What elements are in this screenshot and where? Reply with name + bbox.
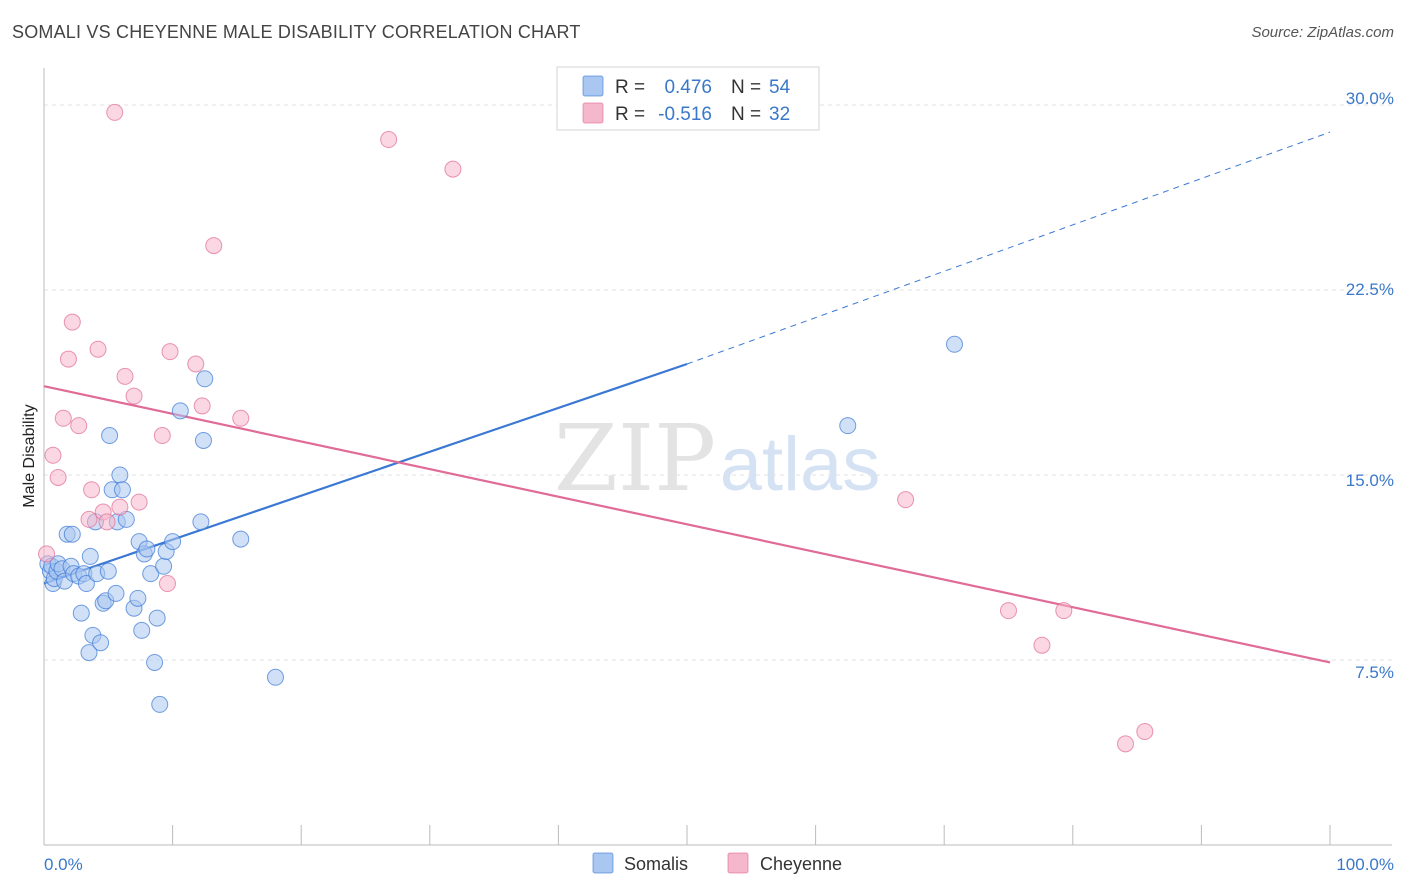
- point-cheyenne-7: [80, 510, 98, 528]
- y-tick-label-30: 30.0%: [1346, 89, 1394, 108]
- point-somalis-38: [138, 540, 156, 558]
- x-tick-label-max: 100.0%: [1336, 855, 1394, 874]
- point-somalis-14: [72, 604, 90, 622]
- point-cheyenne-12: [106, 103, 124, 121]
- point-cheyenne-3: [54, 409, 72, 427]
- y-tick-label-15: 15.0%: [1346, 471, 1394, 490]
- stats-r-value-somalis: 0.476: [664, 77, 712, 98]
- trend-lines: [43, 131, 1331, 664]
- stats-n-label-somalis: N =: [731, 77, 761, 98]
- grid-lines: [44, 104, 1392, 661]
- legend-label-cheyenne: Cheyenne: [760, 854, 842, 874]
- point-somalis-46: [171, 402, 189, 420]
- point-cheyenne-9: [89, 340, 107, 358]
- point-cheyenne-22: [205, 237, 223, 255]
- legend-label-somalis: Somalis: [624, 854, 688, 874]
- stats-r-label-cheyenne: R =: [615, 104, 645, 125]
- point-somalis-28: [107, 584, 125, 602]
- point-cheyenne-13: [111, 498, 129, 516]
- stats-n-value-cheyenne: 32: [769, 104, 790, 125]
- axes: [43, 68, 1392, 846]
- source-label: Source: ZipAtlas.com: [1251, 24, 1394, 41]
- y-tick-label-7-5: 7.5%: [1355, 663, 1394, 682]
- point-cheyenne-27: [1000, 602, 1017, 620]
- point-somalis-42: [151, 695, 169, 713]
- point-cheyenne-18: [158, 575, 176, 593]
- point-cheyenne-16: [130, 493, 148, 511]
- stats-swatch-somalis: [582, 75, 604, 97]
- point-somalis-49: [196, 370, 214, 388]
- point-cheyenne-20: [187, 355, 205, 373]
- point-cheyenne-24: [380, 131, 398, 149]
- stats-r-value-cheyenne: -0.516: [658, 104, 712, 125]
- stats-n-label-cheyenne: N =: [731, 104, 761, 125]
- legend-swatch-cheyenne: [727, 852, 749, 874]
- watermark-zip: ZIP: [554, 405, 716, 512]
- point-somalis-45: [164, 533, 182, 551]
- stats-n-value-somalis: 54: [769, 77, 791, 98]
- point-somalis-18: [81, 547, 99, 565]
- chart-title: SOMALI VS CHEYENNE MALE DISABILITY CORRE…: [12, 22, 581, 42]
- point-somalis-48: [194, 431, 212, 449]
- point-somalis-40: [146, 653, 164, 671]
- point-somalis-16: [77, 575, 95, 593]
- point-somalis-22: [92, 634, 110, 652]
- point-cheyenne-31: [1136, 723, 1154, 741]
- point-somalis-11: [63, 525, 81, 543]
- point-cheyenne-4: [59, 350, 77, 368]
- point-somalis-31: [113, 481, 131, 499]
- legend-swatch-somalis: [592, 852, 614, 874]
- point-somalis-34: [129, 589, 147, 607]
- point-somalis-51: [266, 668, 284, 686]
- point-cheyenne-8: [83, 481, 101, 499]
- point-cheyenne-17: [153, 427, 171, 445]
- point-somalis-43: [155, 557, 173, 575]
- point-somalis-53: [945, 335, 963, 353]
- x-tick-label-min: 0.0%: [44, 855, 83, 874]
- stats-swatch-cheyenne: [582, 102, 604, 124]
- y-axis-title: Male Disability: [21, 404, 38, 507]
- point-cheyenne-0: [38, 545, 56, 563]
- point-somalis-50: [232, 530, 250, 548]
- point-cheyenne-26: [897, 491, 915, 509]
- point-cheyenne-30: [1117, 735, 1135, 753]
- point-cheyenne-21: [193, 397, 211, 415]
- point-cheyenne-6: [70, 417, 88, 435]
- point-somalis-25: [99, 562, 117, 580]
- legend: Somalis Cheyenne: [592, 852, 842, 874]
- point-somalis-30: [111, 466, 129, 484]
- point-cheyenne-15: [125, 387, 143, 405]
- point-somalis-17: [80, 644, 98, 662]
- point-cheyenne-23: [232, 409, 250, 427]
- point-cheyenne-28: [1033, 636, 1051, 654]
- point-somalis-39: [142, 565, 160, 583]
- point-somalis-26: [101, 427, 119, 445]
- point-cheyenne-14: [116, 367, 134, 385]
- point-cheyenne-11: [98, 513, 116, 531]
- data-points: [38, 103, 1154, 753]
- point-cheyenne-2: [49, 468, 67, 486]
- point-somalis-36: [133, 621, 151, 639]
- point-somalis-47: [192, 513, 210, 531]
- point-somalis-52: [839, 417, 857, 435]
- y-tick-label-22-5: 22.5%: [1346, 280, 1394, 299]
- stats-r-label-somalis: R =: [615, 77, 645, 98]
- trend-line-somalis-extension: [686, 131, 1331, 365]
- point-cheyenne-1: [44, 446, 62, 464]
- watermark-atlas: atlas: [720, 422, 881, 507]
- point-somalis-41: [148, 609, 166, 627]
- point-cheyenne-19: [161, 343, 179, 361]
- axis-ticks: [43, 825, 1331, 845]
- point-cheyenne-5: [63, 313, 81, 331]
- stats-box: R = 0.476 N = 54 R = -0.516 N = 32: [556, 66, 820, 131]
- point-cheyenne-25: [444, 160, 462, 178]
- point-cheyenne-29: [1055, 602, 1073, 620]
- trend-line-cheyenne: [43, 385, 1331, 664]
